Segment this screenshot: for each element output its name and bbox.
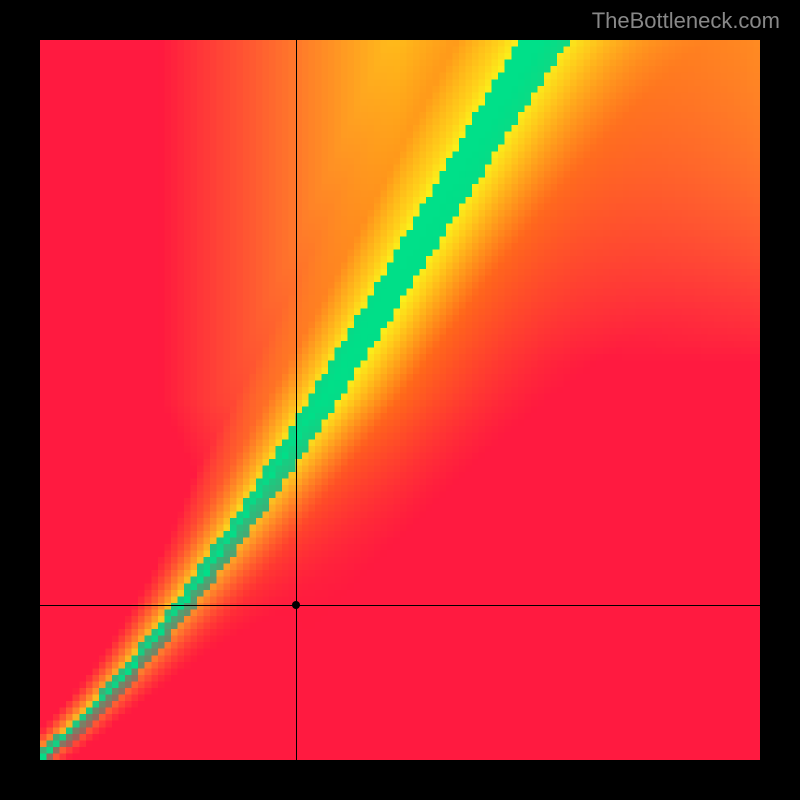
watermark-text: TheBottleneck.com [592,8,780,34]
crosshair-vertical [296,40,297,760]
bottleneck-heatmap [40,40,760,760]
marker-dot [292,601,300,609]
crosshair-horizontal [40,605,760,606]
heatmap-canvas [40,40,760,760]
